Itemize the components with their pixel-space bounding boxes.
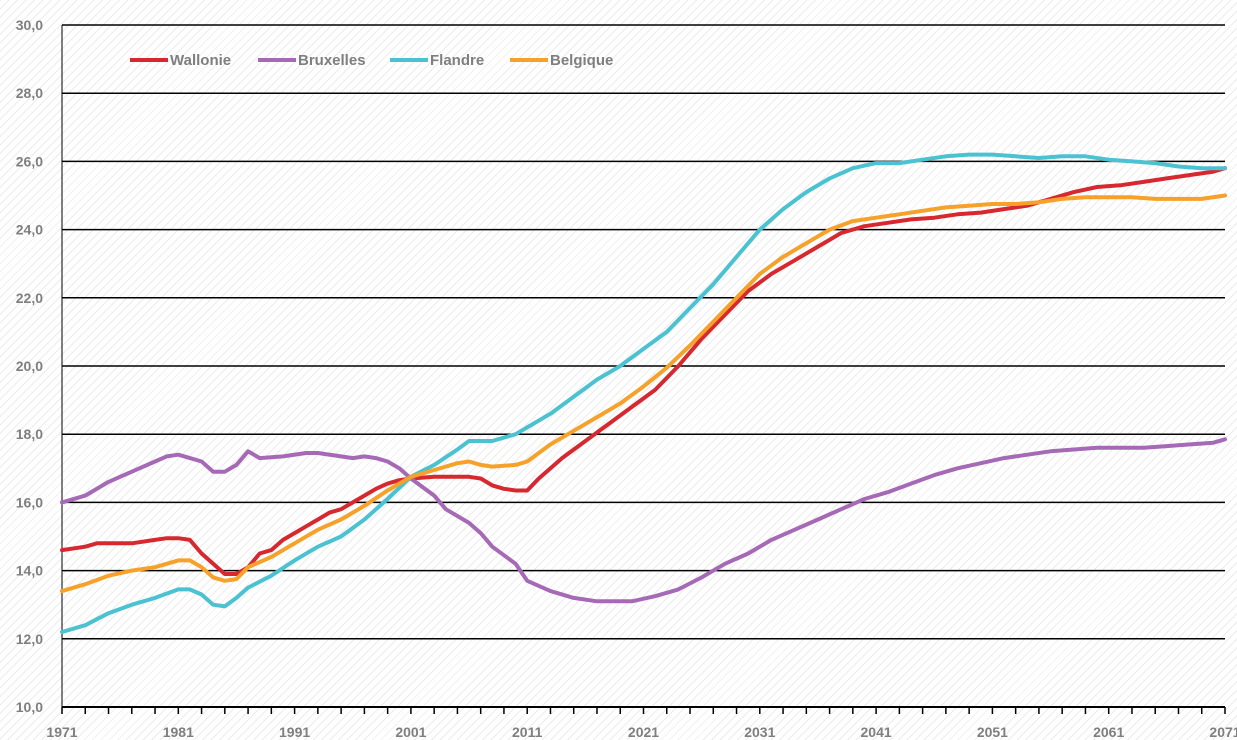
y-tick-label: 26,0: [16, 153, 43, 169]
legend: Wallonie Bruxelles Flandre Belgique: [130, 52, 613, 69]
x-tick-label: 2061: [1093, 724, 1124, 740]
x-tick-label: 2031: [744, 724, 775, 740]
x-tick-label: 2041: [861, 724, 892, 740]
y-tick-label: 18,0: [16, 426, 43, 442]
series-line-belgique: [60, 193, 1227, 594]
gridlines: [62, 24, 1225, 640]
x-tick-label: 1991: [279, 724, 310, 740]
y-tick-label: 14,0: [16, 563, 43, 579]
y-tick-label: 30,0: [16, 17, 43, 33]
legend-label: Flandre: [430, 52, 484, 69]
x-tick-label: 1981: [163, 724, 194, 740]
series-line-wallonie: [60, 166, 1227, 576]
x-tick-label: 1971: [46, 724, 77, 740]
legend-label: Wallonie: [170, 52, 231, 69]
x-tick-label: 2011: [512, 724, 543, 740]
y-axis-tick-labels: 10,0 12,0 14,0 16,0 18,0 20,0 22,0 24,0 26,0 28,0…: [16, 17, 43, 715]
y-tick-label: 20,0: [16, 358, 43, 374]
x-tick-label: 2021: [628, 724, 659, 740]
y-tick-label: 28,0: [16, 85, 43, 101]
series-line-flandre: [60, 152, 1227, 634]
x-tick-label: 2001: [395, 724, 426, 740]
x-tick-label: 2051: [977, 724, 1008, 740]
y-tick-label: 24,0: [16, 222, 43, 238]
series-lines: [60, 152, 1227, 634]
y-tick-label: 16,0: [16, 494, 43, 510]
y-tick-label: 10,0: [16, 699, 43, 715]
legend-label: Belgique: [550, 52, 613, 69]
legend-label: Bruxelles: [298, 52, 366, 69]
y-tick-label: 22,0: [16, 290, 43, 306]
x-axis: 1971 1981 1991 2001 2011 2021 2031 2041 2051 2061…: [46, 25, 1237, 740]
x-tick-label: 2071: [1209, 724, 1237, 740]
series-line-bruxelles: [60, 437, 1227, 604]
y-tick-label: 12,0: [16, 631, 43, 647]
